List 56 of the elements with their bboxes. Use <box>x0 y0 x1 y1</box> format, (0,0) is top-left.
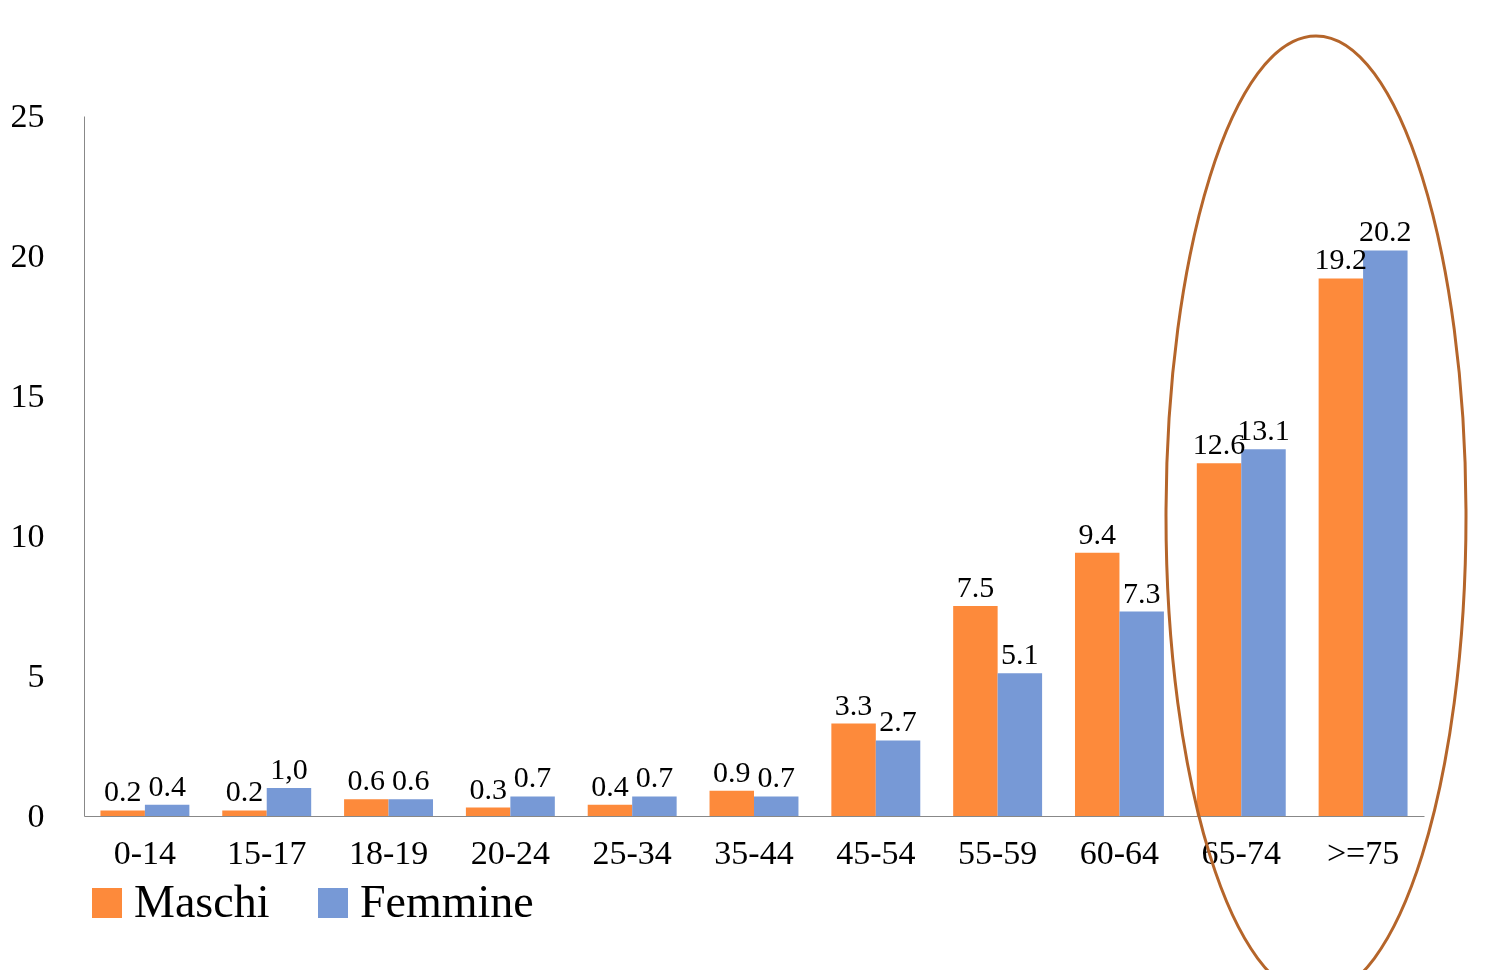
data-label: 3.3 <box>834 687 873 721</box>
x-tick-label: 0-14 <box>113 833 177 871</box>
x-tick-label: 60-64 <box>1079 833 1160 871</box>
x-tick-label: 15-17 <box>227 833 307 871</box>
bar <box>632 796 677 816</box>
data-label: 0.7 <box>757 760 795 794</box>
data-label: 0.7 <box>513 760 552 794</box>
data-label: 0.2 <box>225 774 264 808</box>
data-label: 0.6 <box>347 763 386 797</box>
x-tick-label: 35-44 <box>714 833 794 871</box>
y-tick-label: 15 <box>10 376 45 414</box>
bar <box>510 796 555 816</box>
data-label: 7.3 <box>1122 575 1161 609</box>
x-tick-label: 25-34 <box>592 833 672 871</box>
x-tick-label: 55-59 <box>957 833 1038 871</box>
bar <box>144 804 190 816</box>
bar <box>344 799 389 816</box>
legend-label: Femmine <box>360 876 534 927</box>
bar <box>831 723 876 816</box>
y-tick-label: 0 <box>27 796 45 834</box>
data-label: 0.4 <box>591 768 629 802</box>
y-tick-label: 10 <box>10 516 45 554</box>
data-label: 0.9 <box>713 754 751 788</box>
data-label: 0.4 <box>148 768 186 802</box>
bar <box>1074 552 1120 816</box>
x-tick-label: 45-54 <box>836 833 916 871</box>
data-label: 5.1 <box>1001 637 1039 671</box>
bar <box>266 788 312 816</box>
bar <box>587 804 633 816</box>
x-tick-label: 20-24 <box>470 833 551 871</box>
y-tick-label: 20 <box>10 236 45 274</box>
bar <box>388 799 434 816</box>
data-label: 9.4 <box>1078 516 1116 550</box>
y-tick-label: 5 <box>27 656 45 694</box>
bar <box>465 807 511 816</box>
legend-label: Maschi <box>134 876 270 927</box>
bar <box>1196 463 1242 816</box>
x-tick-label: >=75 <box>1326 833 1400 871</box>
data-label: 7.5 <box>956 570 995 603</box>
bar <box>953 606 998 816</box>
data-label: 1,0 <box>270 752 308 785</box>
x-tick-label: 18-19 <box>348 833 429 871</box>
bar <box>222 810 267 816</box>
bar <box>997 673 1043 816</box>
bar <box>1318 278 1364 816</box>
data-label: 0.6 <box>392 763 430 797</box>
y-tick-label: 25 <box>10 96 45 134</box>
bar <box>1119 611 1164 816</box>
bar <box>875 740 921 816</box>
bar <box>709 790 754 816</box>
bar <box>754 796 799 816</box>
data-label: 0.2 <box>103 774 142 808</box>
data-label: 2.7 <box>879 704 917 738</box>
data-label: 0.3 <box>469 771 507 805</box>
data-label: 0.7 <box>635 760 674 794</box>
bar <box>100 810 145 816</box>
